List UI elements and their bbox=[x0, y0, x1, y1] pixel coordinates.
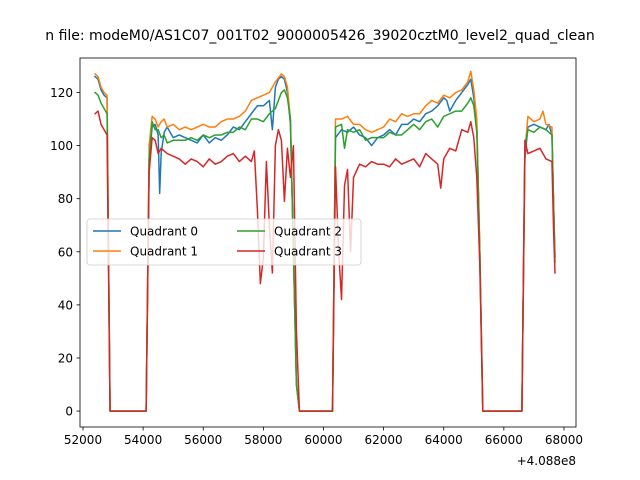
x-tick-label: 66000 bbox=[485, 433, 523, 447]
series-lines bbox=[93, 70, 556, 412]
axes-frame bbox=[79, 57, 577, 428]
legend-label-quadrant-2: Quadrant 2 bbox=[274, 225, 342, 239]
x-tick-label: 54000 bbox=[124, 433, 162, 447]
x-axis-offset-label: +4.088e8 bbox=[517, 454, 576, 468]
legend-label-quadrant-0: Quadrant 0 bbox=[130, 225, 198, 239]
y-tick-label: 0 bbox=[65, 405, 73, 419]
x-tick-label: 68000 bbox=[545, 433, 583, 447]
y-tick-label: 60 bbox=[58, 245, 73, 259]
x-tick-label: 52000 bbox=[64, 433, 102, 447]
plot-area bbox=[93, 70, 556, 412]
axes: 52000 54000 56000 58000 60000 62000 64000 66000… bbox=[50, 57, 583, 447]
legend-label-quadrant-3: Quadrant 3 bbox=[274, 245, 342, 259]
x-tick-label: 64000 bbox=[425, 433, 463, 447]
y-tick-label: 40 bbox=[58, 298, 73, 312]
legend-box bbox=[86, 218, 362, 266]
y-tick-label: 100 bbox=[50, 139, 73, 153]
x-tick-label: 60000 bbox=[304, 433, 342, 447]
x-tick-label: 58000 bbox=[244, 433, 282, 447]
x-tick-label: 56000 bbox=[184, 433, 222, 447]
legend: Quadrant 0 Quadrant 1 Quadrant 2 Quadrant 3 bbox=[86, 218, 362, 266]
y-tick-label: 120 bbox=[50, 86, 73, 100]
x-tick-label: 62000 bbox=[365, 433, 403, 447]
series-line-quadrant-3 bbox=[93, 110, 556, 412]
y-tick-label: 80 bbox=[58, 192, 73, 206]
y-tick-label: 20 bbox=[58, 351, 73, 365]
chart-title: n file: modeM0/AS1C07_001T02_9000005426_… bbox=[45, 28, 594, 44]
legend-label-quadrant-1: Quadrant 1 bbox=[130, 245, 198, 259]
